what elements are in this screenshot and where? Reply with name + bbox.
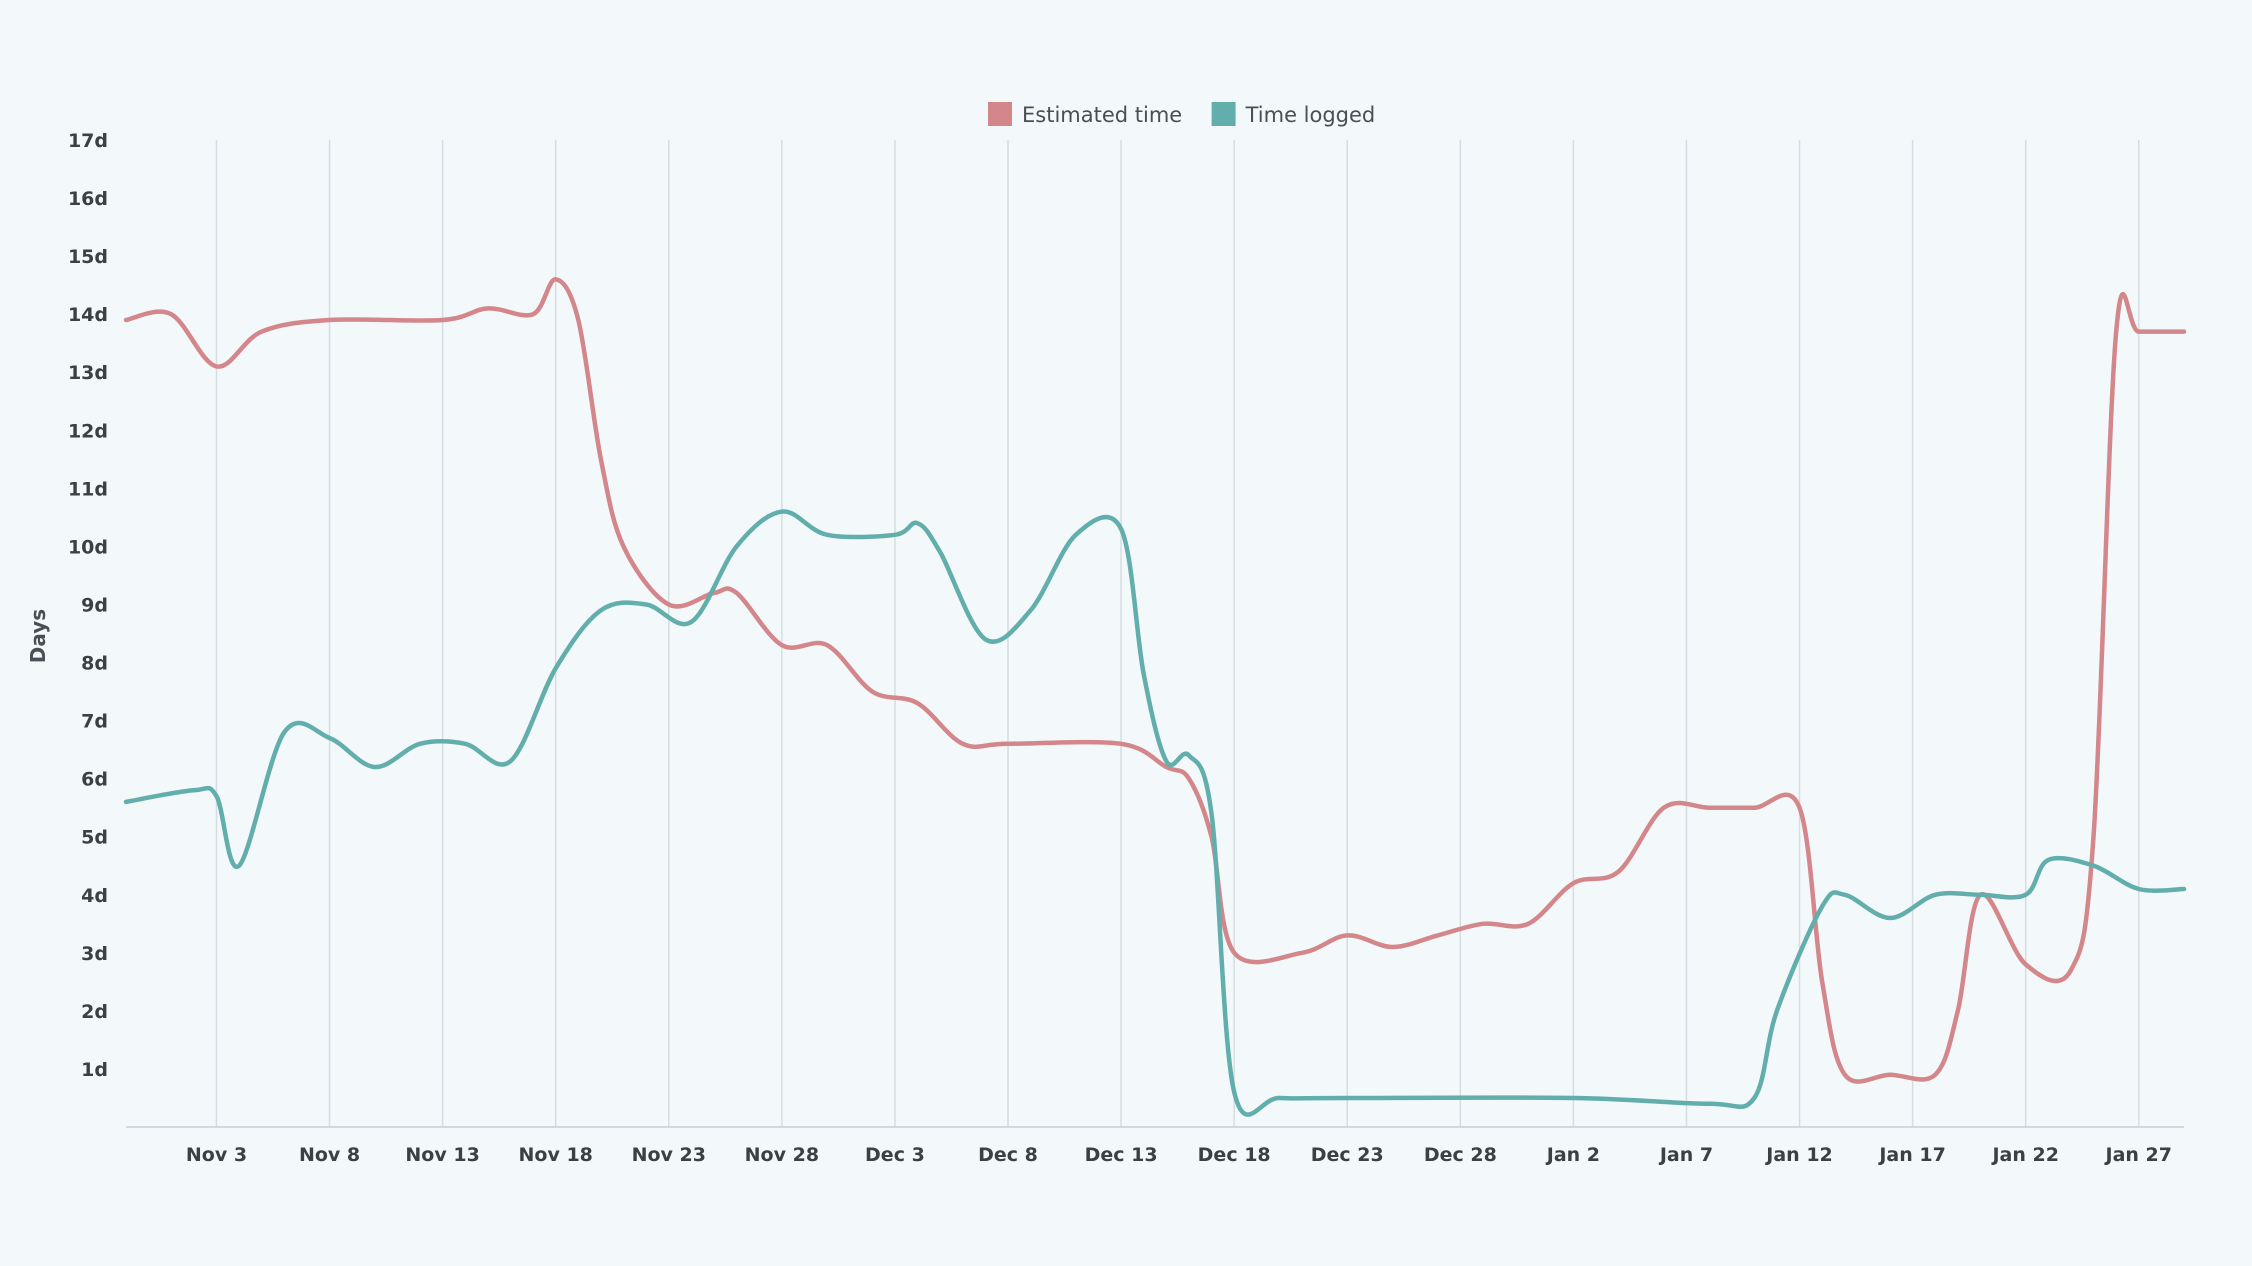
- y-axis-title: Days: [26, 609, 50, 663]
- x-tick-label: Dec 28: [1424, 1144, 1497, 1166]
- x-tick-label: Jan 7: [1658, 1144, 1713, 1166]
- x-tick-label: Dec 8: [978, 1144, 1038, 1166]
- y-axis-ticks: 1d 2d 3d 4d 5d 6d 7d 8d 9d 10d 11d 12d 13d 14d 15d 16d 1…: [68, 130, 108, 1081]
- x-tick-label: Nov 13: [405, 1144, 479, 1166]
- y-tick-label: 9d: [81, 594, 108, 616]
- y-tick-label: 5d: [81, 827, 108, 849]
- x-tick-label: Nov 8: [299, 1144, 360, 1166]
- y-tick-label: 15d: [68, 246, 108, 268]
- y-tick-label: 6d: [81, 769, 108, 791]
- x-tick-label: Jan 22: [1990, 1144, 2058, 1166]
- legend-label: Estimated time: [1022, 103, 1182, 127]
- x-tick-label: Dec 13: [1085, 1144, 1158, 1166]
- legend-swatch: [988, 102, 1012, 126]
- x-tick-label: Jan 12: [1764, 1144, 1832, 1166]
- x-tick-label: Dec 18: [1198, 1144, 1271, 1166]
- x-tick-label: Nov 3: [186, 1144, 247, 1166]
- x-tick-label: Jan 2: [1545, 1144, 1600, 1166]
- y-tick-label: 1d: [81, 1059, 108, 1081]
- x-tick-label: Nov 28: [745, 1144, 819, 1166]
- x-tick-label: Nov 23: [632, 1144, 706, 1166]
- legend-item-estimated-time[interactable]: Estimated time: [988, 102, 1182, 127]
- y-tick-label: 14d: [68, 304, 108, 326]
- y-tick-label: 2d: [81, 1001, 108, 1023]
- legend-item-time-logged[interactable]: Time logged: [1211, 102, 1376, 127]
- x-axis-ticks: Nov 3 Nov 8 Nov 13 Nov 18 Nov 23 Nov 28 Dec 3 D…: [186, 1144, 2172, 1166]
- y-tick-label: 17d: [68, 130, 108, 152]
- gridlines: [126, 140, 2184, 1128]
- y-tick-label: 3d: [81, 943, 108, 965]
- y-tick-label: 16d: [68, 188, 108, 210]
- y-tick-label: 7d: [81, 711, 108, 733]
- y-tick-label: 12d: [68, 420, 108, 442]
- x-tick-label: Jan 27: [2104, 1144, 2172, 1166]
- x-tick-label: Dec 3: [865, 1144, 925, 1166]
- x-tick-label: Dec 23: [1311, 1144, 1384, 1166]
- series-line-estimated-time: [123, 277, 2187, 1084]
- legend-label: Time logged: [1245, 103, 1376, 127]
- y-tick-label: 4d: [81, 885, 108, 907]
- y-tick-label: 11d: [68, 478, 108, 500]
- legend[interactable]: Estimated time Time logged: [988, 102, 1375, 127]
- x-tick-label: Jan 17: [1877, 1144, 1945, 1166]
- series-line-time-logged: [123, 509, 2187, 1117]
- x-tick-label: Nov 18: [518, 1144, 592, 1166]
- legend-swatch: [1211, 102, 1236, 126]
- y-tick-label: 10d: [68, 536, 108, 558]
- y-tick-label: 8d: [81, 653, 108, 675]
- y-tick-label: 13d: [68, 362, 108, 384]
- series-lines: [123, 277, 2187, 1117]
